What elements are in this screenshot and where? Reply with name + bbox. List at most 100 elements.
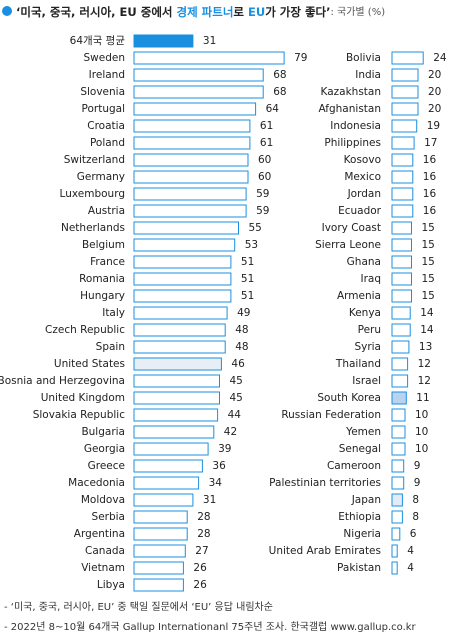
bar: [133, 85, 264, 99]
bar: [133, 51, 285, 65]
category-label: Czech Republic: [45, 324, 125, 336]
category-label: Luxembourg: [60, 188, 125, 200]
bar: [133, 187, 247, 201]
category-label: Poland: [90, 137, 125, 149]
bar: [133, 102, 257, 116]
bar: [133, 238, 236, 252]
value-label: 15: [422, 222, 435, 234]
value-label: 60: [258, 154, 271, 166]
category-label: Bolivia: [346, 52, 381, 64]
value-label: 26: [193, 579, 207, 591]
bar: [133, 493, 194, 507]
bar: [133, 119, 251, 133]
category-label: Nigeria: [343, 528, 381, 540]
bar: [391, 510, 403, 524]
bar: [133, 476, 200, 490]
value-label: 20: [428, 103, 441, 115]
value-label: 17: [424, 137, 437, 149]
bar: [133, 425, 215, 439]
value-label: 68: [273, 86, 286, 98]
value-label: 10: [415, 409, 428, 421]
value-label: 19: [427, 120, 440, 132]
category-label: Portugal: [82, 103, 126, 115]
title-part: 로: [233, 5, 248, 19]
value-label: 14: [420, 307, 434, 319]
bar: [391, 493, 403, 507]
value-label: 15: [422, 239, 435, 251]
category-label: 64개국 평균: [70, 35, 126, 47]
bar: [133, 136, 251, 150]
category-label: Palestinian territories: [269, 477, 381, 489]
footnote: - ‘미국, 중국, 러시아, EU’ 중 택일 질문에서 ‘EU’ 응답 내림…: [4, 601, 273, 613]
bar: [133, 391, 220, 405]
value-label: 68: [273, 69, 286, 81]
value-label: 14: [420, 324, 434, 336]
category-label: Switzerland: [64, 154, 125, 166]
value-label: 8: [412, 494, 419, 506]
footnote: - 2022년 8~10월 64개국 Gallup Internationanl…: [4, 621, 417, 633]
category-label: Iraq: [360, 273, 381, 285]
value-label: 51: [241, 273, 254, 285]
category-label: Mexico: [344, 171, 381, 183]
bar: [133, 510, 188, 524]
category-label: Slovakia Republic: [33, 409, 126, 421]
bar: [391, 476, 405, 490]
bar: [133, 255, 232, 269]
value-label: 15: [422, 256, 435, 268]
bar: [133, 306, 228, 320]
category-label: Kenya: [349, 307, 381, 319]
value-label: 10: [415, 426, 428, 438]
category-label: Peru: [358, 324, 381, 336]
category-label: United Kingdom: [41, 392, 125, 404]
category-label: India: [355, 69, 381, 81]
bar: [391, 527, 401, 541]
category-label: Canada: [85, 545, 125, 557]
bar: [391, 187, 414, 201]
category-label: Libya: [97, 579, 125, 591]
bar: [391, 85, 419, 99]
value-label: 9: [414, 460, 421, 472]
value-label: 6: [410, 528, 417, 540]
category-label: Syria: [354, 341, 381, 353]
category-label: Bulgaria: [81, 426, 125, 438]
bar: [391, 255, 412, 269]
value-label: 16: [423, 154, 437, 166]
value-label: 59: [256, 205, 269, 217]
bar: [133, 561, 184, 575]
value-label: 8: [412, 511, 419, 523]
value-label: 60: [258, 171, 271, 183]
value-label: 45: [230, 375, 243, 387]
bar: [133, 289, 232, 303]
value-label: 44: [228, 409, 242, 421]
bar: [391, 323, 411, 337]
category-label: Belgium: [82, 239, 125, 251]
category-label: Cameroon: [327, 460, 381, 472]
bar: [391, 153, 414, 167]
value-label: 12: [418, 358, 431, 370]
category-label: United States: [54, 358, 125, 370]
value-label: 79: [294, 52, 307, 64]
bar: [133, 374, 220, 388]
value-label: 28: [197, 528, 210, 540]
value-label: 10: [415, 443, 428, 455]
bar: [133, 221, 239, 235]
value-label: 45: [230, 392, 243, 404]
bar: [133, 527, 188, 541]
bar: [133, 459, 203, 473]
bar: [391, 119, 418, 133]
bar: [133, 153, 249, 167]
bar: [391, 340, 410, 354]
value-label: 39: [218, 443, 231, 455]
title-part: 경제 파트너: [177, 5, 234, 19]
category-label: Kazakhstan: [321, 86, 382, 98]
bar: [133, 578, 184, 592]
value-label: 4: [407, 562, 414, 574]
value-label: 16: [423, 171, 437, 183]
value-label: 42: [224, 426, 237, 438]
value-label: 9: [414, 477, 421, 489]
category-label: Ireland: [89, 69, 125, 81]
category-label: Pakistan: [337, 562, 381, 574]
value-label: 49: [237, 307, 250, 319]
category-label: Afghanistan: [318, 103, 381, 115]
